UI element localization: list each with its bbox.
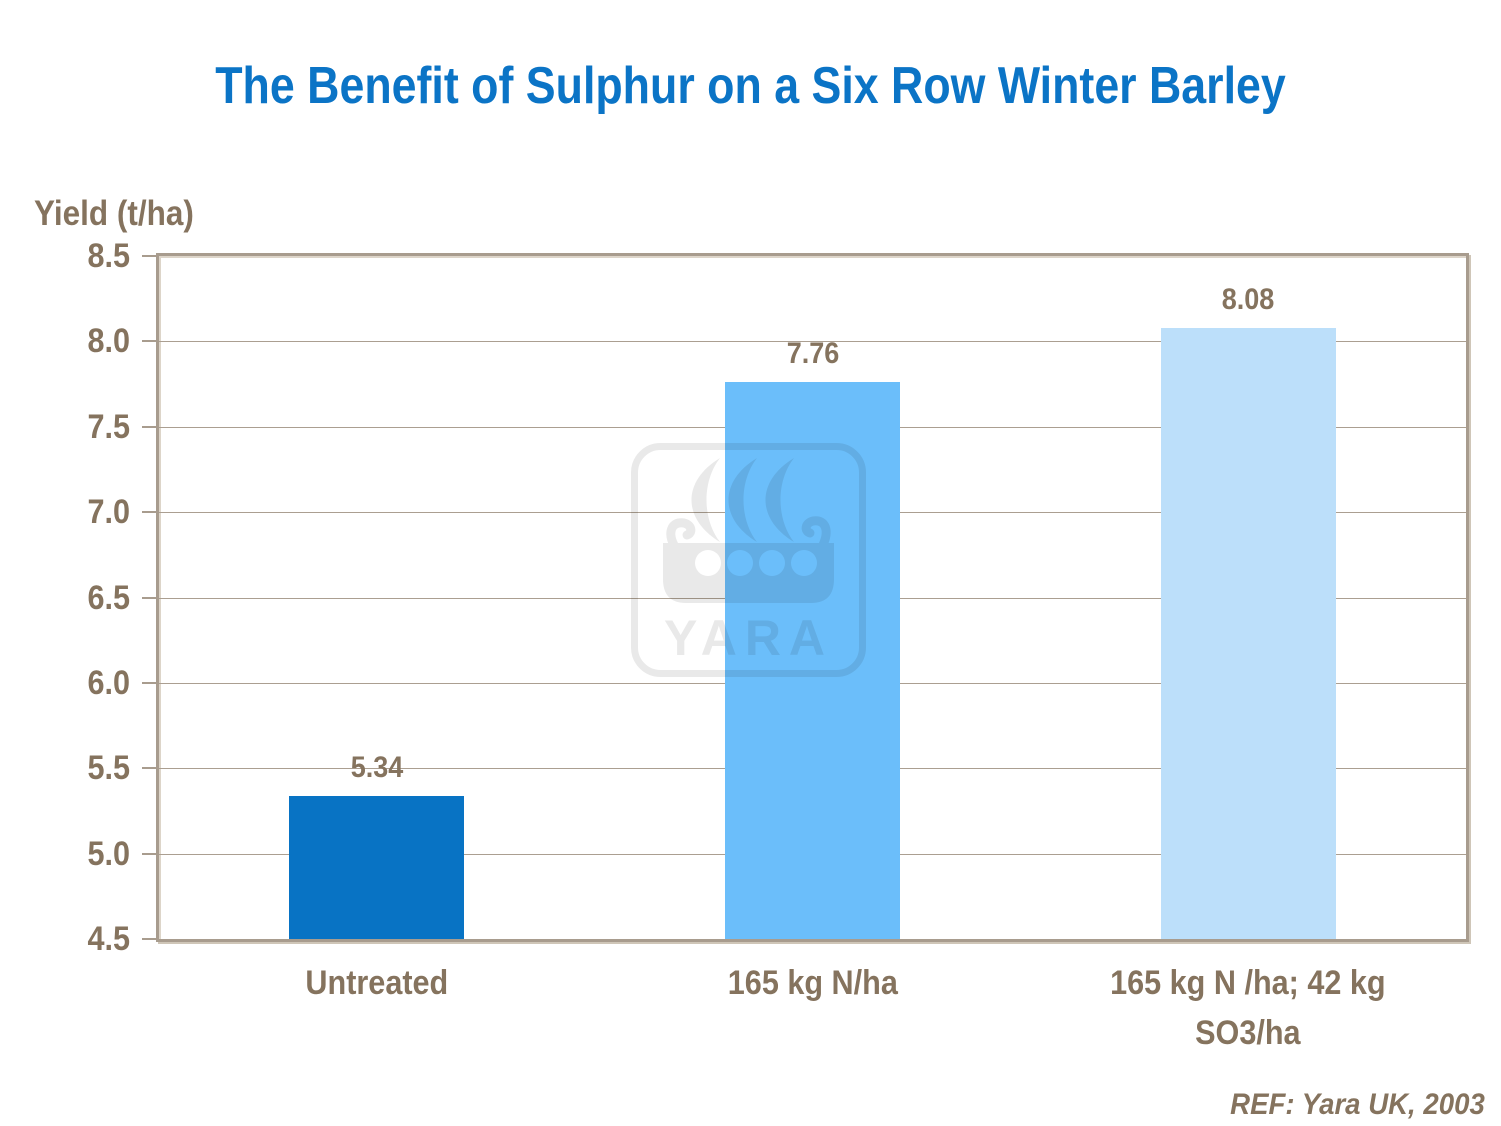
y-axis-tick-label: 5.5 bbox=[87, 749, 130, 788]
bar bbox=[725, 382, 900, 939]
bar bbox=[1160, 327, 1336, 939]
plot-area: YARA 5.34 7.76 8.08 bbox=[156, 253, 1469, 942]
y-axis-tick-mark bbox=[142, 938, 157, 940]
y-axis-tick-mark bbox=[142, 681, 157, 684]
gridline bbox=[159, 341, 1466, 343]
y-axis-tick-label: 5.0 bbox=[87, 834, 130, 873]
y-axis-title: Yield (t/ha) bbox=[34, 194, 194, 233]
y-axis-tick-mark bbox=[142, 255, 157, 257]
y-axis-tick-mark bbox=[142, 425, 157, 428]
y-axis-tick-label: 8.0 bbox=[87, 322, 130, 361]
watermark-text: YARA bbox=[664, 610, 833, 666]
category-label: 165 kg N/ha bbox=[727, 964, 898, 1002]
y-axis-tick-label: 8.5 bbox=[87, 237, 130, 275]
y-axis-tick-label: 7.0 bbox=[87, 493, 130, 532]
y-axis-tick-mark bbox=[142, 852, 157, 855]
y-axis-tick-label: 6.0 bbox=[87, 663, 130, 702]
yara-logo-watermark: YARA bbox=[631, 443, 866, 677]
bar-value-label: 5.34 bbox=[350, 750, 404, 784]
bar-value-label: 7.76 bbox=[786, 337, 839, 371]
bar bbox=[289, 795, 465, 939]
y-axis-tick-label: 4.5 bbox=[87, 920, 130, 958]
chart-title: The Benefit of Sulphur on a Six Row Wint… bbox=[215, 57, 1286, 115]
y-axis-tick-mark bbox=[142, 340, 157, 343]
y-axis-tick-mark bbox=[142, 596, 157, 599]
viking-ship-icon: YARA bbox=[631, 443, 866, 677]
reference-note: REF: Yara UK, 2003 bbox=[1230, 1088, 1485, 1121]
bar-value-label: 8.08 bbox=[1221, 282, 1275, 316]
y-axis-tick-mark bbox=[142, 767, 157, 770]
category-label: Untreated bbox=[305, 964, 449, 1002]
category-label: 165 kg N /ha; 42 kg SO3/ha bbox=[1110, 964, 1386, 1052]
y-axis-tick-label: 6.5 bbox=[87, 578, 130, 617]
y-axis-tick-mark bbox=[142, 511, 157, 514]
y-axis-tick-label: 7.5 bbox=[87, 407, 130, 446]
